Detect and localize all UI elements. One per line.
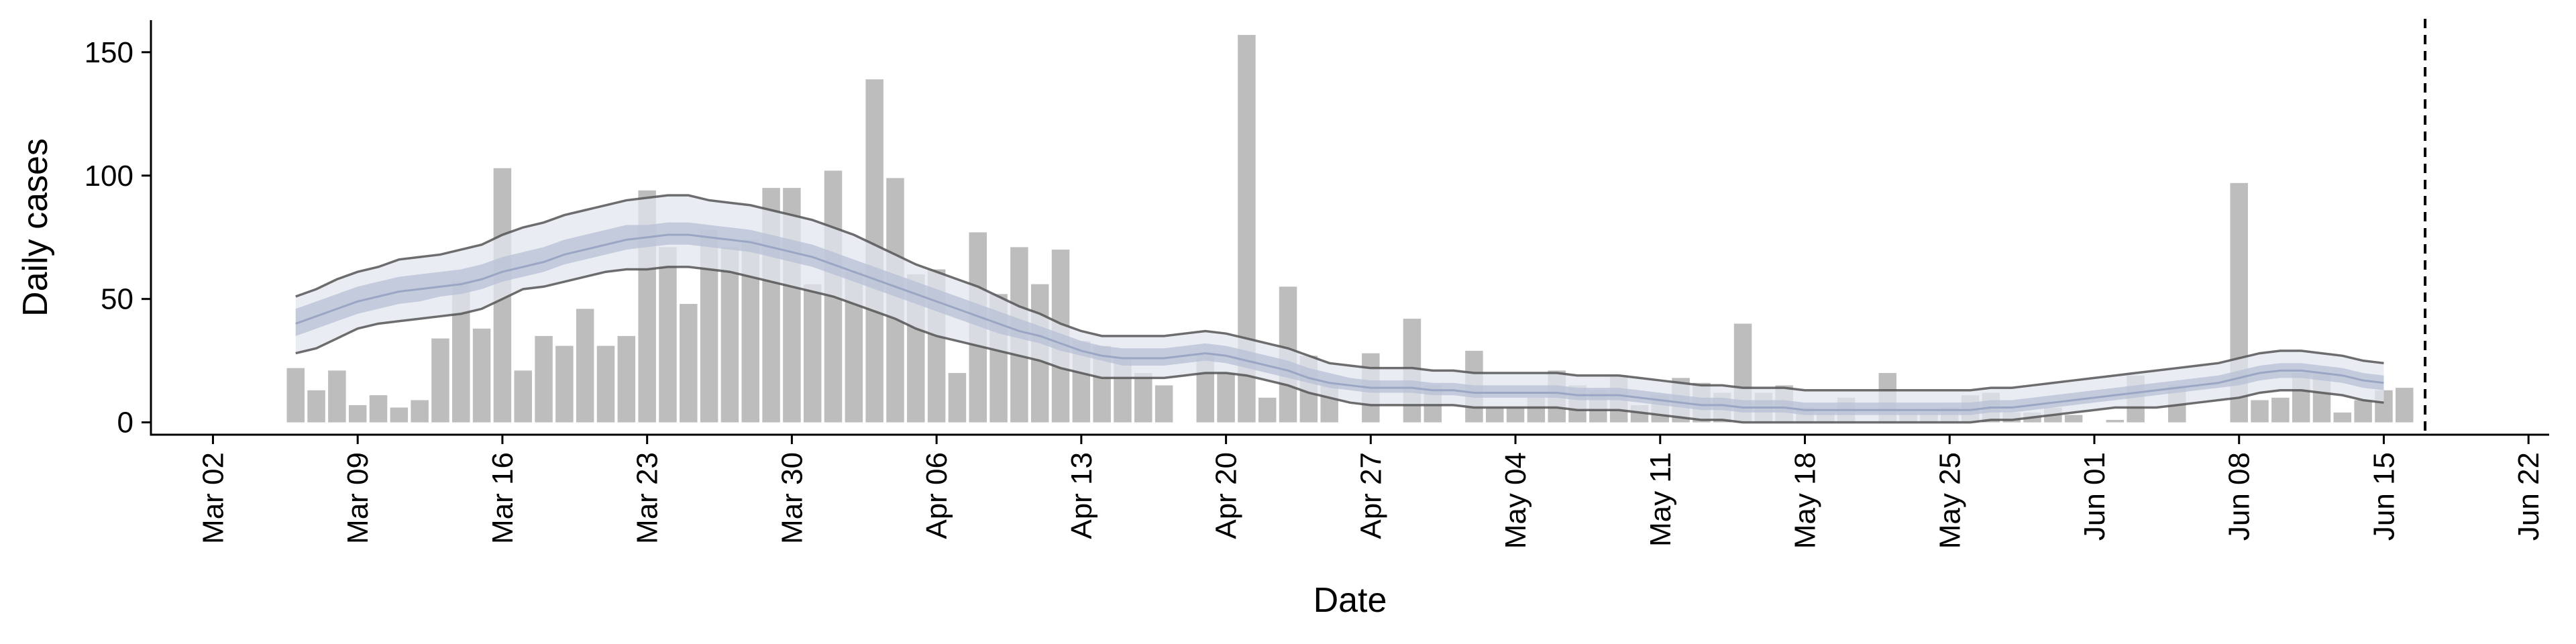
case-bar bbox=[555, 345, 574, 423]
case-bar bbox=[1485, 407, 1504, 423]
case-bar bbox=[1258, 397, 1277, 423]
x-tick-label: May 18 bbox=[1789, 452, 1822, 549]
y-ticks: 0 50 100 150 bbox=[85, 36, 151, 439]
case-bar bbox=[659, 247, 677, 423]
case-bar bbox=[2396, 388, 2414, 423]
x-tick-label: Jun 22 bbox=[2512, 452, 2545, 541]
case-bar bbox=[948, 373, 967, 423]
inner-interval-ribbon bbox=[295, 222, 2384, 415]
x-ticks: Mar 02 Mar 09 Mar 16 Mar 23 Mar 30 Apr 06 Apr … bbox=[197, 435, 2545, 549]
x-tick-label: May 04 bbox=[1499, 452, 1532, 549]
plot-area bbox=[286, 19, 2427, 435]
case-bar bbox=[2354, 400, 2372, 423]
case-bar bbox=[680, 304, 698, 423]
y-axis-title: Daily cases bbox=[16, 138, 55, 317]
case-bar bbox=[617, 335, 636, 423]
case-bar bbox=[390, 407, 409, 423]
case-bar bbox=[576, 309, 594, 423]
x-tick-label: Apr 20 bbox=[1210, 452, 1243, 539]
case-bar bbox=[514, 370, 532, 423]
x-tick-label: Mar 30 bbox=[775, 452, 808, 544]
axes: 0 50 100 150 Mar 02 Mar 09 Mar 16 Mar 23 Mar 30… bbox=[16, 20, 2549, 620]
y-tick-label: 0 bbox=[117, 407, 133, 439]
case-bar bbox=[803, 284, 822, 423]
case-bar bbox=[348, 405, 367, 423]
x-tick-label: Jun 15 bbox=[2367, 452, 2400, 541]
case-bar bbox=[431, 338, 449, 423]
x-tick-label: May 11 bbox=[1644, 452, 1677, 547]
y-tick-label: 150 bbox=[85, 36, 133, 69]
x-tick-label: Apr 27 bbox=[1354, 452, 1387, 539]
case-bar bbox=[472, 328, 491, 423]
case-bar bbox=[286, 368, 305, 423]
median-line bbox=[295, 233, 2384, 411]
case-bar bbox=[1217, 373, 1235, 423]
x-tick-label: Mar 09 bbox=[341, 452, 374, 544]
case-bar bbox=[1155, 385, 1173, 423]
outer-high-line bbox=[295, 194, 2384, 392]
case-bar bbox=[720, 247, 739, 423]
x-tick-label: Mar 02 bbox=[197, 452, 229, 544]
case-bar bbox=[2333, 412, 2352, 423]
y-tick-label: 100 bbox=[85, 160, 133, 193]
case-bar bbox=[596, 345, 615, 423]
case-bar bbox=[2271, 397, 2290, 423]
case-bar bbox=[535, 335, 553, 423]
estimate-ribbons bbox=[295, 194, 2384, 424]
case-bar bbox=[2106, 419, 2125, 423]
x-tick-label: Mar 23 bbox=[631, 452, 664, 544]
case-bar bbox=[307, 390, 325, 423]
case-bar bbox=[1506, 407, 1525, 423]
y-tick-label: 50 bbox=[101, 283, 133, 316]
case-bar bbox=[369, 395, 388, 423]
x-tick-label: May 25 bbox=[1933, 452, 1966, 549]
x-tick-label: Apr 13 bbox=[1065, 452, 1098, 539]
x-tick-label: Mar 16 bbox=[486, 452, 519, 544]
case-bar bbox=[2064, 415, 2083, 423]
case-bar bbox=[411, 400, 429, 423]
case-bar bbox=[328, 370, 346, 423]
x-tick-label: Jun 08 bbox=[2223, 452, 2256, 541]
x-tick-label: Jun 01 bbox=[2078, 452, 2111, 541]
x-tick-label: Apr 06 bbox=[920, 452, 953, 539]
outer-low-line bbox=[295, 266, 2384, 424]
x-axis-title: Date bbox=[1313, 581, 1387, 620]
case-bar bbox=[2251, 400, 2269, 423]
case-bar bbox=[1134, 373, 1152, 423]
